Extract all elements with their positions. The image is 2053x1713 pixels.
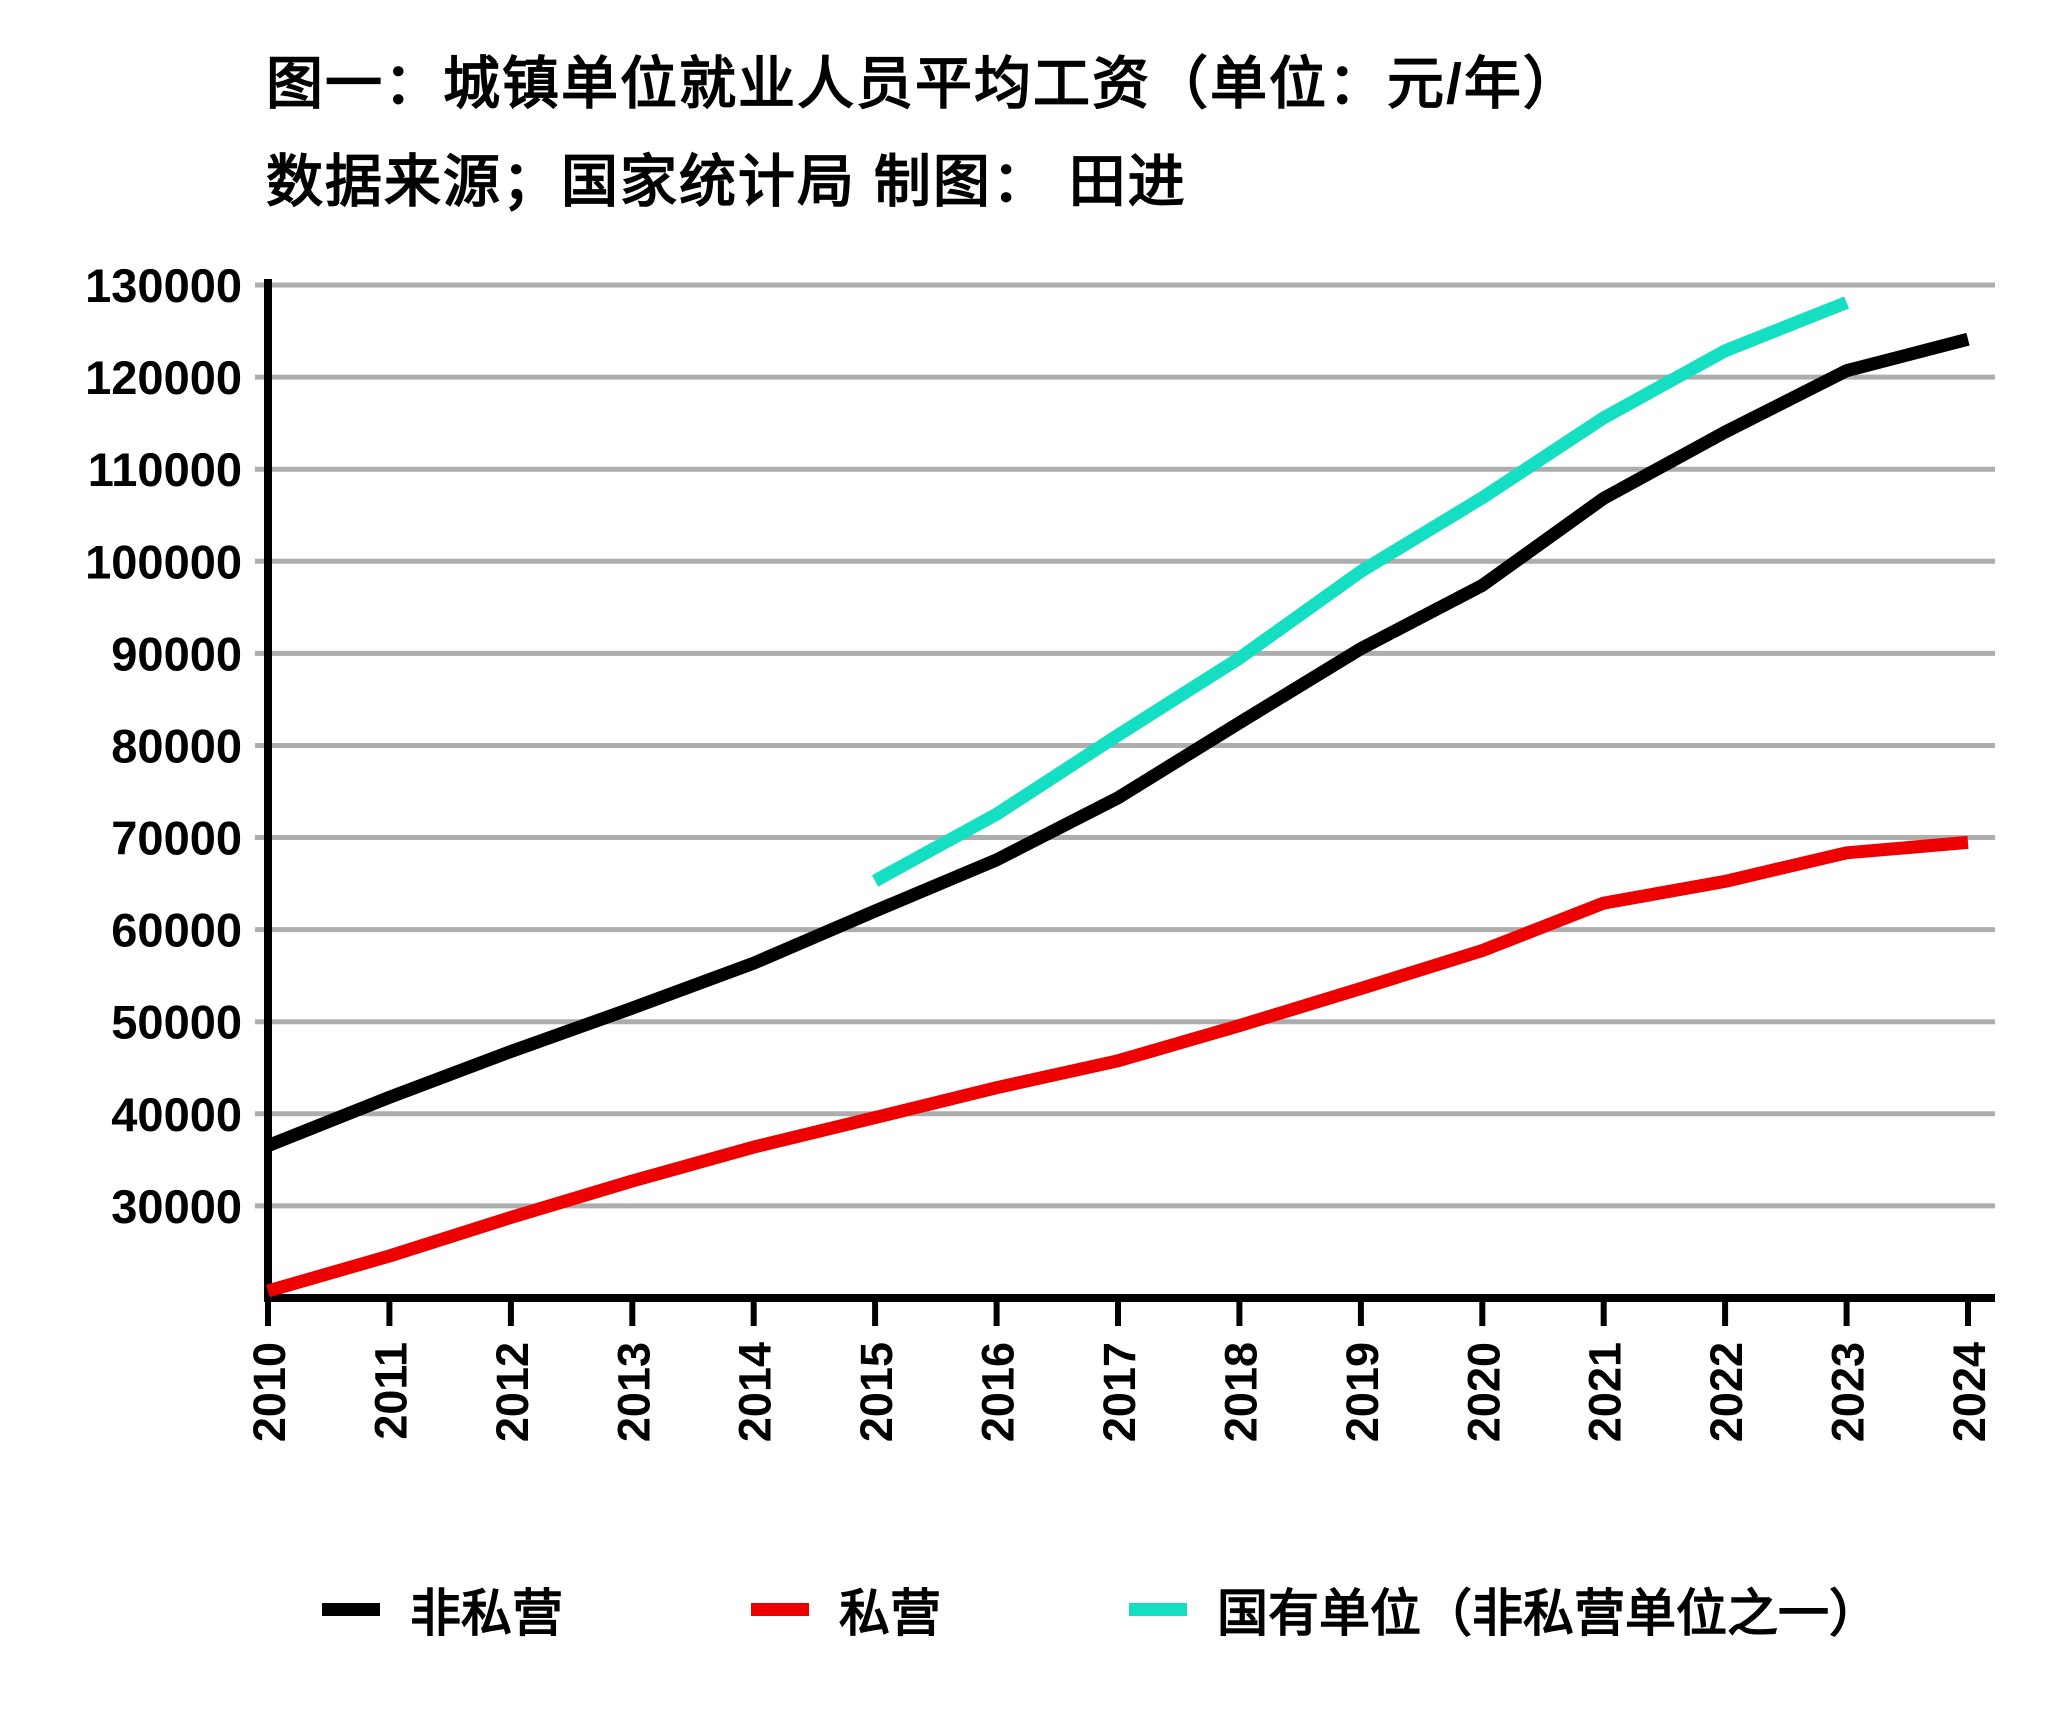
plot-area: 2010 2011 2012 2013 2014 2015 2016 2017 2018 2019… — [85, 259, 1995, 1442]
x-tick-label: 2019 — [1337, 1342, 1388, 1442]
y-tick-label: 50000 — [111, 996, 242, 1049]
y-tick-label: 100000 — [85, 535, 242, 588]
x-tick-label: 2012 — [487, 1342, 538, 1442]
x-tick-label: 2015 — [851, 1342, 902, 1442]
legend-swatch — [751, 1602, 810, 1616]
legend-item-2: 国有单位（非私营单位之一） — [1129, 1572, 1880, 1646]
x-tick-label: 2023 — [1823, 1342, 1874, 1442]
y-tick-label: 30000 — [111, 1180, 242, 1233]
x-tick-label: 2017 — [1094, 1342, 1145, 1442]
x-tick-label: 2024 — [1944, 1342, 1995, 1442]
x-tick-label: 2011 — [365, 1342, 416, 1440]
legend-label: 非私营 — [410, 1585, 564, 1642]
y-tick-label: 110000 — [88, 443, 242, 496]
y-tick-label: 90000 — [111, 627, 242, 680]
legend-swatch — [1129, 1602, 1188, 1616]
legend-swatch — [322, 1602, 380, 1616]
legend-item-1: 私营 — [751, 1572, 941, 1646]
x-tick-label: 2016 — [973, 1342, 1024, 1442]
y-tick-label: 60000 — [111, 904, 242, 957]
y-tick-label: 80000 — [111, 720, 242, 773]
y-tick-label: 120000 — [85, 351, 242, 404]
series-line-0 — [265, 332, 1970, 1152]
y-tick-label: 70000 — [111, 812, 242, 865]
x-tick-label: 2022 — [1701, 1342, 1752, 1442]
legend: 非私营 私营 国有单位（非私营单位之一） — [322, 1572, 1880, 1646]
x-tick-label: 2010 — [244, 1342, 295, 1442]
x-tick-label: 2013 — [608, 1342, 659, 1442]
chart-source: 数据来源；国家统计局 制图： 田进 — [266, 150, 1187, 214]
x-tick-label: 2014 — [730, 1342, 781, 1442]
legend-label: 国有单位（非私营单位之一） — [1217, 1585, 1881, 1642]
x-tick-label: 2018 — [1215, 1342, 1266, 1442]
x-tick-label: 2020 — [1458, 1342, 1509, 1442]
series-line-1 — [266, 835, 1969, 1298]
x-tick-label: 2021 — [1580, 1342, 1631, 1442]
series-line-2 — [871, 296, 1850, 887]
legend-label: 私营 — [839, 1585, 942, 1642]
y-tick-label: 130000 — [85, 259, 242, 312]
chart-title: 图一：城镇单位就业人员平均工资（单位：元/年） — [266, 52, 1582, 116]
y-tick-label: 40000 — [111, 1088, 242, 1141]
legend-item-0: 非私营 — [322, 1572, 563, 1646]
